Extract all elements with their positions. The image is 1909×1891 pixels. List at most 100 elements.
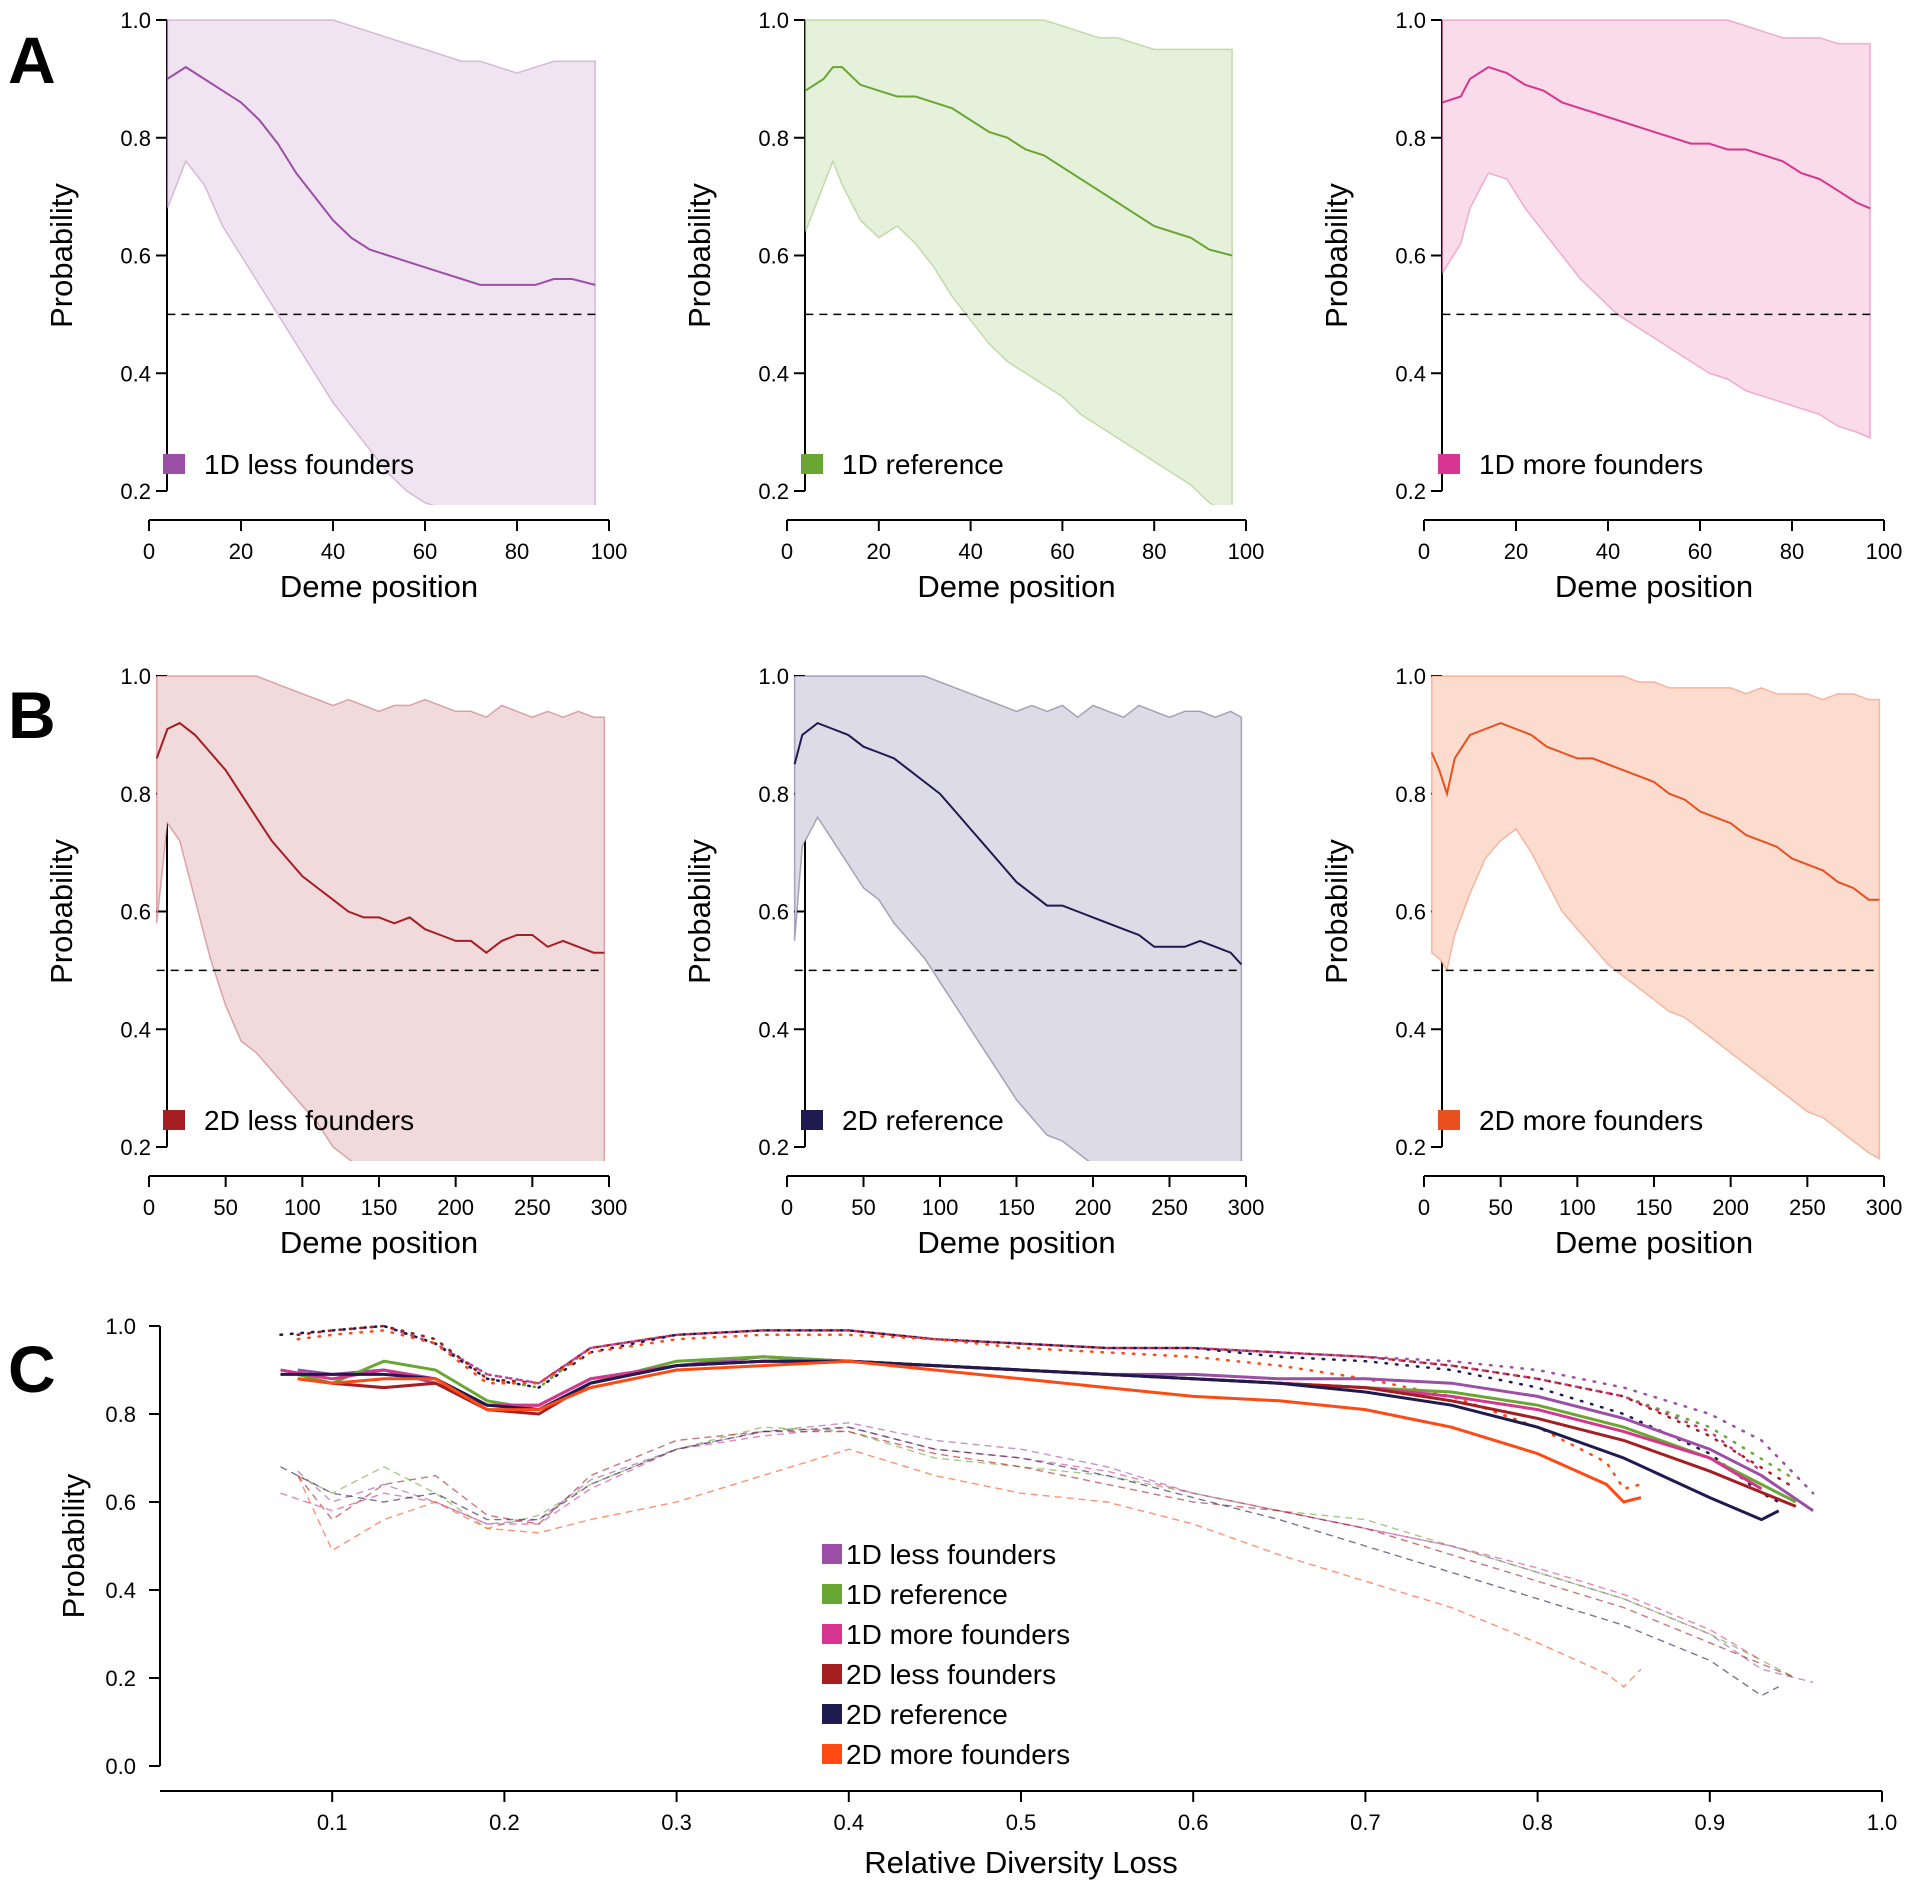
legend-label: 1D more founders [846,1619,1070,1650]
series-lower-dashed [280,1426,1762,1662]
x-tick-label: 0 [143,1195,155,1220]
y-axis-title: Probability [44,839,79,984]
x-tick-label: 0.1 [317,1810,348,1835]
mean-line [166,65,596,286]
y-tick-label: 0.8 [1395,782,1426,807]
y-tick-label: 0.8 [120,126,151,151]
series-lower-dashed [297,1430,1797,1679]
series-upper-dotted [296,1324,1798,1482]
y-tick-label: 1.0 [758,664,789,689]
x-tick-label: 100 [284,1195,321,1220]
legend-swatch [163,454,185,474]
x-tick-label: 200 [1712,1195,1749,1220]
panel-letter-b: B [8,678,56,752]
y-tick-label: 0.0 [105,1754,136,1779]
chart-b1: 0.2 0.4 0.6 0.8 1.0 0 50 100 150 200 250 300 Deme po… [44,664,627,1260]
x-tick-label: 250 [1151,1195,1188,1220]
x-tick-label: 100 [1559,1195,1596,1220]
x-tick-label: 20 [867,539,891,564]
mean-line [1442,66,1871,210]
legend-label: 1D less founders [204,449,414,480]
y-tick-label: 0.4 [120,1017,151,1042]
legend-swatch [801,454,823,474]
x-tick-label: 50 [213,1195,237,1220]
x-axis-title: Deme position [1555,1225,1753,1260]
y-tick-label: 0.4 [1395,361,1426,386]
y-tick-label: 0.2 [105,1666,136,1691]
legend-swatch [822,1544,842,1564]
legend-swatch [822,1704,842,1724]
x-tick-label: 40 [1596,539,1620,564]
y-tick-label: 0.6 [105,1490,136,1515]
legend-swatch [1438,1110,1460,1130]
y-tick-label: 0.8 [120,782,151,807]
x-tick-label: 0.3 [661,1810,692,1835]
y-tick-label: 0.4 [120,361,151,386]
legend-swatch [822,1584,842,1604]
panel-letter-a: A [8,23,56,97]
x-tick-label: 60 [1050,539,1074,564]
x-tick-label: 0 [781,1195,793,1220]
legend-label: 2D less founders [846,1659,1056,1690]
y-axis-title: Probability [1319,183,1354,328]
x-tick-label: 40 [321,539,345,564]
y-tick-label: 1.0 [758,8,789,33]
confidence-band [793,675,1243,1161]
x-tick-label: 60 [1688,539,1712,564]
x-tick-label: 80 [505,539,529,564]
x-tick-label: 200 [1075,1195,1112,1220]
x-axis-title: Deme position [917,1225,1115,1260]
y-tick-label: 0.2 [1395,1135,1426,1160]
x-tick-label: 100 [591,539,628,564]
x-axis-title: Deme position [917,569,1115,604]
x-tick-label: 150 [998,1195,1035,1220]
y-axis-title: Probability [44,183,79,328]
chart-c: 0.0 0.2 0.4 0.6 0.8 1.0 0.1 0.2 0.3 0.4 0.5 0.6 0.7 0… [56,1314,1897,1880]
x-tick-label: 300 [1866,1195,1903,1220]
x-tick-label: 0.5 [1006,1810,1037,1835]
y-tick-label: 0.4 [758,1017,789,1042]
y-tick-label: 0.2 [120,1135,151,1160]
x-tick-label: 0.9 [1695,1810,1726,1835]
x-tick-label: 250 [514,1195,551,1220]
x-tick-label: 0 [143,539,155,564]
y-axis-title: Probability [1319,839,1354,984]
legend-swatch [822,1624,842,1644]
legend-swatch [801,1110,823,1130]
mean-line [804,66,1233,257]
series-lower-dashed [280,1426,1780,1697]
y-tick-label: 0.2 [758,479,789,504]
y-tick-label: 1.0 [120,8,151,33]
confidence-band [166,19,596,505]
series-mean-line [297,1359,1642,1504]
legend-label: 1D more founders [1479,449,1703,480]
legend-label: 2D more founders [1479,1105,1703,1136]
series-upper-dotted [279,1324,1780,1504]
confidence-band [1441,19,1871,440]
x-tick-label: 100 [1228,539,1265,564]
y-tick-label: 0.6 [758,900,789,925]
y-tick-label: 1.0 [1395,664,1426,689]
x-tick-label: 150 [361,1195,398,1220]
legend-swatch [822,1744,842,1764]
y-tick-label: 0.6 [120,244,151,269]
y-tick-label: 0.2 [1395,479,1426,504]
y-tick-label: 0.8 [758,782,789,807]
x-tick-label: 300 [591,1195,628,1220]
chart-a1: 0.2 0.4 0.6 0.8 1.0 0 20 40 60 80 100 Deme position… [44,8,627,604]
y-tick-label: 1.0 [1395,8,1426,33]
chart-a2: 0.2 0.4 0.6 0.8 1.0 0 20 40 60 80 100 Deme position… [682,8,1264,604]
x-tick-label: 0.2 [489,1810,520,1835]
y-tick-label: 0.6 [758,244,789,269]
y-axis-title: Probability [682,839,717,984]
x-tick-label: 0.7 [1350,1810,1381,1835]
x-tick-label: 0.4 [834,1810,865,1835]
x-tick-label: 0.6 [1178,1810,1209,1835]
confidence-band [804,19,1233,505]
y-tick-label: 1.0 [105,1314,136,1339]
x-tick-label: 0.8 [1522,1810,1553,1835]
x-axis-title: Deme position [1555,569,1753,604]
series-lower-dashed [297,1448,1642,1688]
x-tick-label: 0 [1418,539,1430,564]
